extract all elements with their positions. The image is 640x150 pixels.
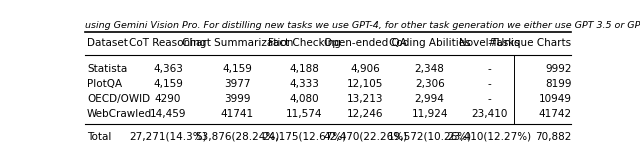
Text: 27,271(14.3%): 27,271(14.3%) bbox=[129, 132, 207, 142]
Text: 70,882: 70,882 bbox=[535, 132, 572, 142]
Text: 8199: 8199 bbox=[545, 79, 572, 89]
Text: 4,363: 4,363 bbox=[153, 64, 183, 74]
Text: 2,306: 2,306 bbox=[415, 79, 445, 89]
Text: 11,574: 11,574 bbox=[286, 109, 323, 119]
Text: WebCrawled: WebCrawled bbox=[87, 109, 152, 119]
Text: 23,410: 23,410 bbox=[471, 109, 508, 119]
Text: 41742: 41742 bbox=[538, 109, 572, 119]
Text: 42,470(22.26%): 42,470(22.26%) bbox=[323, 132, 407, 142]
Text: 24,175(12.67%): 24,175(12.67%) bbox=[262, 132, 347, 142]
Text: 53,876(28.24%): 53,876(28.24%) bbox=[195, 132, 280, 142]
Text: using Gemini Vision Pro. For distilling new tasks we use GPT-4, for other task g: using Gemini Vision Pro. For distilling … bbox=[85, 21, 640, 30]
Text: CoT Reasoning: CoT Reasoning bbox=[129, 38, 207, 48]
Text: Statista: Statista bbox=[87, 64, 127, 74]
Text: PlotQA: PlotQA bbox=[87, 79, 122, 89]
Text: -: - bbox=[487, 79, 491, 89]
Text: Total: Total bbox=[87, 132, 111, 142]
Text: Open-ended QA: Open-ended QA bbox=[324, 38, 406, 48]
Text: -: - bbox=[487, 64, 491, 74]
Text: 2,994: 2,994 bbox=[415, 94, 445, 104]
Text: 13,213: 13,213 bbox=[347, 94, 383, 104]
Text: 4290: 4290 bbox=[155, 94, 181, 104]
Text: Novel Tasks: Novel Tasks bbox=[459, 38, 520, 48]
Text: 41741: 41741 bbox=[221, 109, 254, 119]
Text: 4,333: 4,333 bbox=[289, 79, 319, 89]
Text: 4,159: 4,159 bbox=[153, 79, 183, 89]
Text: 19,572(10.26%): 19,572(10.26%) bbox=[388, 132, 472, 142]
Text: 4,906: 4,906 bbox=[350, 64, 380, 74]
Text: Chart Summarization: Chart Summarization bbox=[182, 38, 293, 48]
Text: Fact Checking: Fact Checking bbox=[268, 38, 341, 48]
Text: 23,410(12.27%): 23,410(12.27%) bbox=[447, 132, 531, 142]
Text: 4,080: 4,080 bbox=[290, 94, 319, 104]
Text: 3977: 3977 bbox=[224, 79, 251, 89]
Text: 9992: 9992 bbox=[545, 64, 572, 74]
Text: 12,105: 12,105 bbox=[347, 79, 383, 89]
Text: 2,348: 2,348 bbox=[415, 64, 445, 74]
Text: 11,924: 11,924 bbox=[412, 109, 448, 119]
Text: 3999: 3999 bbox=[224, 94, 251, 104]
Text: Coding Abilities: Coding Abilities bbox=[389, 38, 470, 48]
Text: Dataset: Dataset bbox=[87, 38, 128, 48]
Text: 12,246: 12,246 bbox=[347, 109, 383, 119]
Text: #Unique Charts: #Unique Charts bbox=[488, 38, 572, 48]
Text: OECD/OWID: OECD/OWID bbox=[87, 94, 150, 104]
Text: -: - bbox=[487, 94, 491, 104]
Text: 14,459: 14,459 bbox=[150, 109, 186, 119]
Text: 4,188: 4,188 bbox=[289, 64, 319, 74]
Text: 10949: 10949 bbox=[538, 94, 572, 104]
Text: 4,159: 4,159 bbox=[223, 64, 252, 74]
